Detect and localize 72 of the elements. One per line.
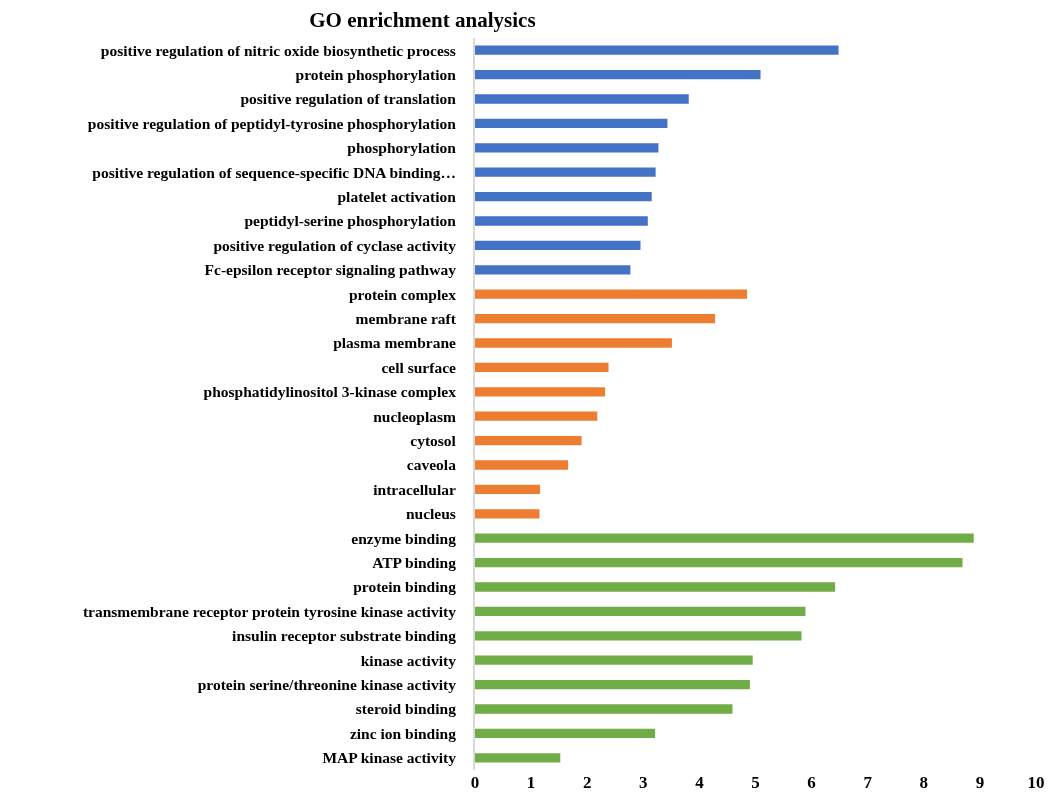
bar — [475, 45, 839, 55]
bar — [475, 240, 641, 251]
bar — [475, 167, 656, 177]
bar — [475, 728, 656, 739]
bar — [475, 362, 609, 373]
y-tick-label: protein complex — [348, 285, 457, 303]
bar — [475, 94, 689, 104]
bar — [475, 655, 753, 665]
bar — [475, 143, 659, 153]
bar — [475, 265, 631, 275]
bar — [475, 679, 750, 690]
y-tick-label: Fc-epsilon receptor signaling pathway — [204, 261, 457, 279]
bar — [475, 582, 836, 592]
bar — [475, 387, 606, 397]
x-tick-label: 2 — [582, 773, 592, 792]
y-tick-label: zinc ion binding — [349, 724, 457, 742]
y-tick-label: cell surface — [381, 358, 457, 376]
x-tick-label: 9 — [975, 773, 985, 792]
y-tick-label: positive regulation of sequence-specific DNA binding… — [92, 163, 456, 181]
y-tick-label: insulin receptor substrate binding — [232, 627, 457, 645]
y-tick-label: enzyme binding — [351, 529, 457, 547]
x-tick-label: 8 — [919, 773, 929, 792]
bar — [475, 753, 561, 763]
bar — [475, 313, 716, 324]
chart-title: GO enrichment analysics — [309, 7, 536, 32]
bar — [475, 118, 668, 129]
bar — [475, 533, 974, 543]
x-tick-label: 7 — [863, 773, 873, 792]
y-tick-label: ATP binding — [372, 554, 457, 572]
y-tick-label: positive regulation of nitric oxide biosynthetic process — [100, 41, 456, 59]
bar — [475, 509, 540, 519]
x-tick-label: 4 — [695, 773, 705, 792]
bar — [475, 435, 582, 446]
y-tick-label: nucleus — [405, 505, 456, 523]
y-tick-label: caveola — [406, 456, 457, 474]
y-tick-label: protein binding — [353, 578, 457, 596]
x-tick-label: 0 — [470, 773, 480, 792]
bar — [475, 606, 806, 617]
y-tick-label: positive regulation of peptidyl-tyrosine phosphorylation — [87, 114, 457, 132]
y-tick-label: positive regulation of translation — [240, 90, 457, 108]
bar — [475, 411, 598, 421]
x-tick-label: 3 — [639, 773, 648, 792]
y-tick-label: plasma membrane — [333, 334, 457, 352]
y-tick-label: platelet activation — [337, 188, 457, 206]
x-tick-label: 10 — [1027, 773, 1045, 792]
bar — [475, 289, 748, 299]
y-tick-label: transmembrane receptor protein tyrosine kinase activity — [82, 602, 457, 620]
x-tick-label: 5 — [751, 773, 760, 792]
y-tick-label: membrane raft — [355, 310, 457, 328]
bar — [475, 191, 652, 202]
y-tick-label: phosphatidylinositol 3-kinase complex — [203, 383, 457, 401]
y-tick-label: protein serine/threonine kinase activity — [197, 676, 457, 694]
bar — [475, 338, 672, 348]
y-tick-label: intracellular — [373, 480, 457, 498]
y-tick-label: MAP kinase activity — [322, 749, 457, 767]
y-tick-label: phosphorylation — [347, 139, 457, 157]
y-tick-label: kinase activity — [360, 651, 457, 669]
x-tick-label: 1 — [526, 773, 536, 792]
y-tick-label: positive regulation of cyclase activity — [213, 236, 457, 254]
y-tick-label: steroid binding — [355, 700, 457, 718]
bar — [475, 69, 761, 80]
bar — [475, 460, 569, 470]
bar — [475, 557, 963, 568]
bar — [475, 704, 733, 714]
y-tick-label: peptidyl-serine phosphorylation — [244, 212, 457, 230]
y-tick-label: cytosol — [410, 432, 457, 450]
bar — [475, 484, 541, 495]
x-tick-label: 6 — [807, 773, 816, 792]
y-tick-label: nucleoplasm — [373, 407, 456, 425]
y-tick-label: protein phosphorylation — [295, 66, 457, 84]
bar — [475, 216, 648, 226]
bar — [475, 631, 802, 641]
